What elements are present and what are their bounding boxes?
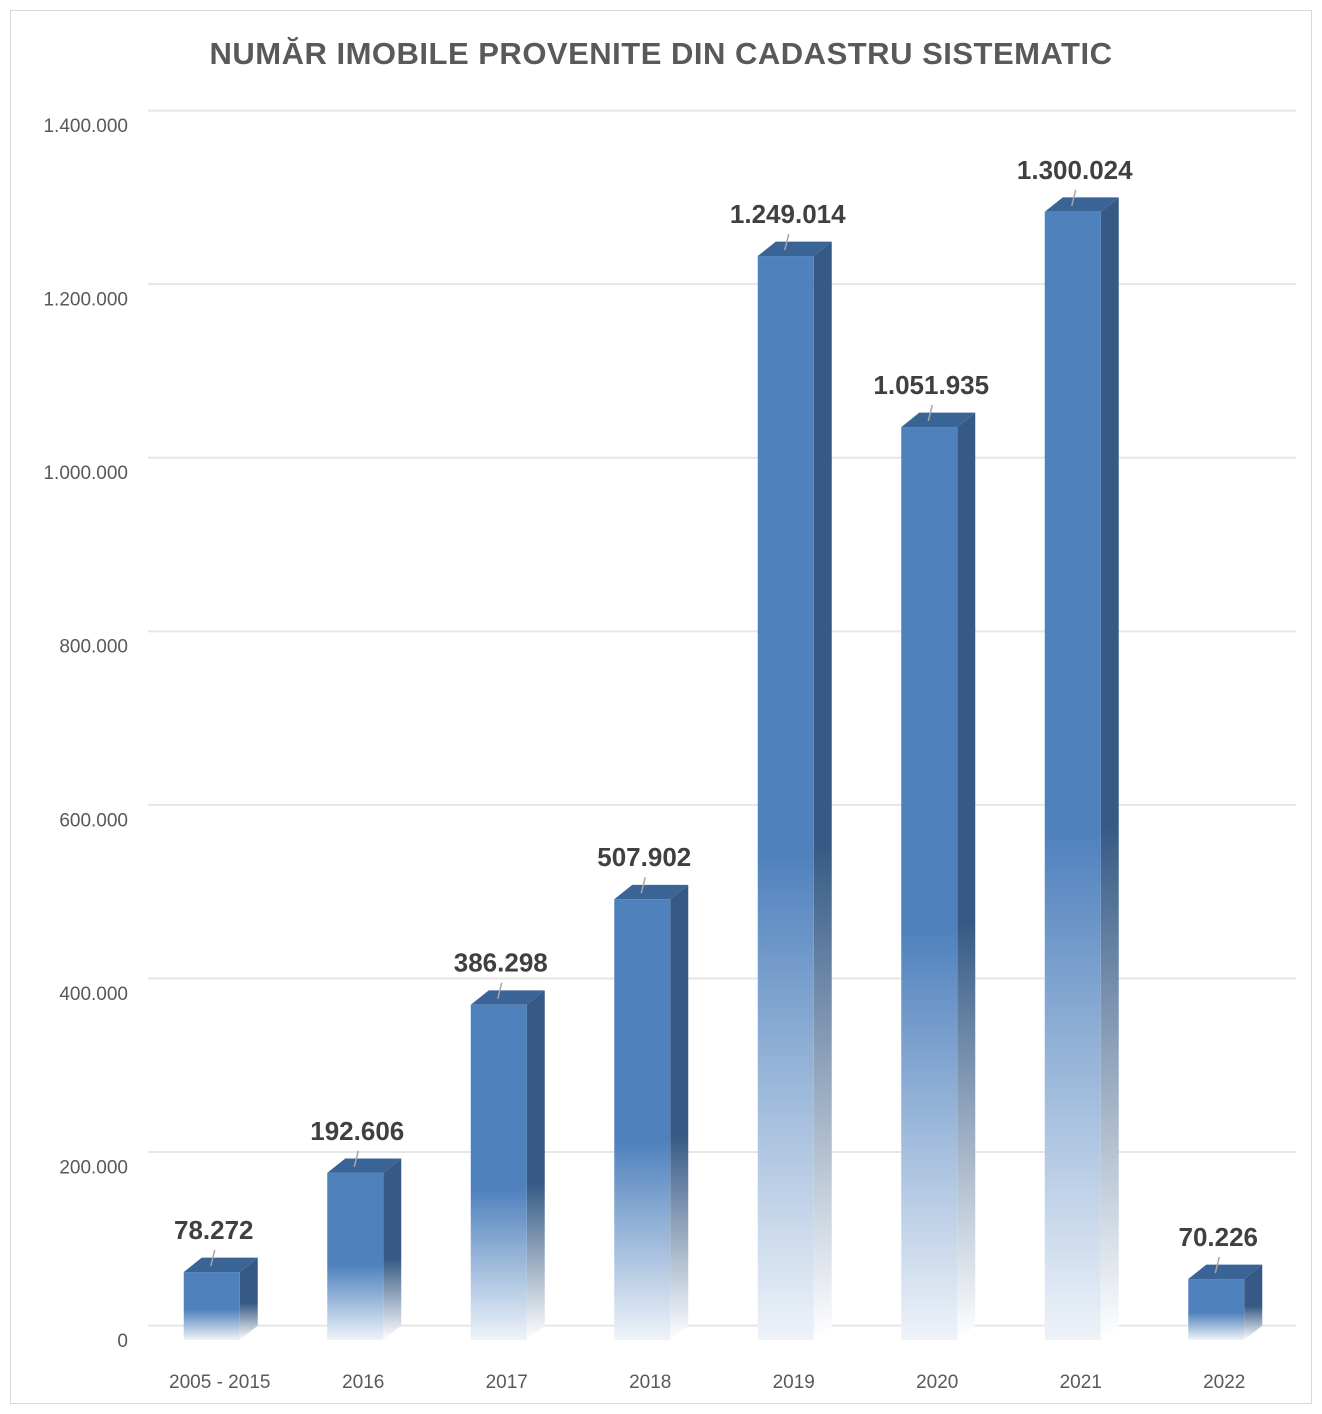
y-tick-label: 1.400.000 <box>43 116 128 137</box>
data-label: 1.051.935 <box>873 370 989 400</box>
bar-front <box>614 899 671 1340</box>
y-axis-tick-labels: 0 200.000 400.000 600.000 800.000 1.000.000 1.… <box>43 116 128 1352</box>
x-tick-label: 2020 <box>916 1372 958 1393</box>
bar-front <box>183 1272 240 1340</box>
x-tick-label: 2016 <box>342 1372 384 1393</box>
bar <box>614 884 689 1340</box>
data-label: 70.226 <box>1178 1222 1258 1252</box>
bar-side <box>1244 1264 1263 1340</box>
data-label-leader <box>1214 1256 1220 1274</box>
data-label: 386.298 <box>454 948 548 978</box>
data-label: 1.300.024 <box>1017 155 1133 185</box>
y-tick-label: 1.000.000 <box>43 463 128 484</box>
y-tick-label: 1.200.000 <box>43 290 128 311</box>
bar <box>901 412 976 1341</box>
bars <box>183 197 1263 1341</box>
data-label-leader <box>1071 189 1077 206</box>
bar-top <box>757 241 832 257</box>
bar-front <box>470 1004 527 1340</box>
bar-top <box>183 1257 258 1273</box>
bar-side <box>239 1257 258 1340</box>
x-tick-label: 2018 <box>629 1372 671 1393</box>
x-axis-tick-labels: 2005 - 2015 2016 2017 2018 2019 2020 2021 2022 <box>169 1372 1245 1393</box>
data-label-leader <box>210 1249 216 1267</box>
bar-side <box>526 990 545 1340</box>
y-tick-label: 200.000 <box>59 1157 128 1178</box>
y-tick-label: 0 <box>117 1331 128 1352</box>
bar-top <box>901 412 976 428</box>
bar-front <box>901 427 958 1341</box>
bar-top <box>614 884 689 900</box>
x-tick-label: 2019 <box>773 1372 815 1393</box>
data-label: 192.606 <box>310 1116 404 1146</box>
bar <box>757 241 832 1340</box>
bar-top <box>1188 1264 1263 1280</box>
data-label-leader <box>497 982 503 999</box>
bar-top <box>470 990 545 1005</box>
x-tick-label: 2005 - 2015 <box>169 1372 270 1393</box>
bar-side <box>1100 197 1119 1341</box>
bar-side <box>957 412 976 1341</box>
data-label-leader <box>353 1150 359 1168</box>
bar <box>1044 197 1119 1341</box>
bar <box>1188 1264 1263 1340</box>
bar-side <box>813 241 832 1340</box>
bar-top <box>327 1158 402 1173</box>
y-tick-label: 800.000 <box>59 637 128 658</box>
bar-top <box>1044 197 1119 212</box>
bar <box>327 1158 402 1340</box>
data-label: 507.902 <box>597 842 691 872</box>
bar <box>183 1257 258 1340</box>
data-labels: 78.272 192.606 386.298 507.902 1.249.014 1.05… <box>174 155 1258 1274</box>
data-label-leader <box>784 233 790 251</box>
data-label: 1.249.014 <box>730 199 846 229</box>
bar-side <box>383 1158 402 1340</box>
x-tick-label: 2017 <box>486 1372 528 1393</box>
bar-side <box>670 884 689 1340</box>
y-tick-label: 400.000 <box>59 984 128 1005</box>
bar-front <box>757 256 814 1340</box>
x-tick-label: 2021 <box>1060 1372 1102 1393</box>
chart-title: NUMĂR IMOBILE PROVENITE DIN CADASTRU SIS… <box>209 36 1113 71</box>
bar-front <box>1188 1279 1245 1340</box>
x-tick-label: 2022 <box>1203 1372 1245 1393</box>
bar-front <box>1044 211 1101 1340</box>
bar <box>470 990 545 1340</box>
data-label-leader <box>640 877 646 894</box>
data-label: 78.272 <box>174 1215 254 1245</box>
y-tick-label: 600.000 <box>59 810 128 831</box>
bar-front <box>327 1172 384 1340</box>
data-label-leader <box>927 404 933 422</box>
